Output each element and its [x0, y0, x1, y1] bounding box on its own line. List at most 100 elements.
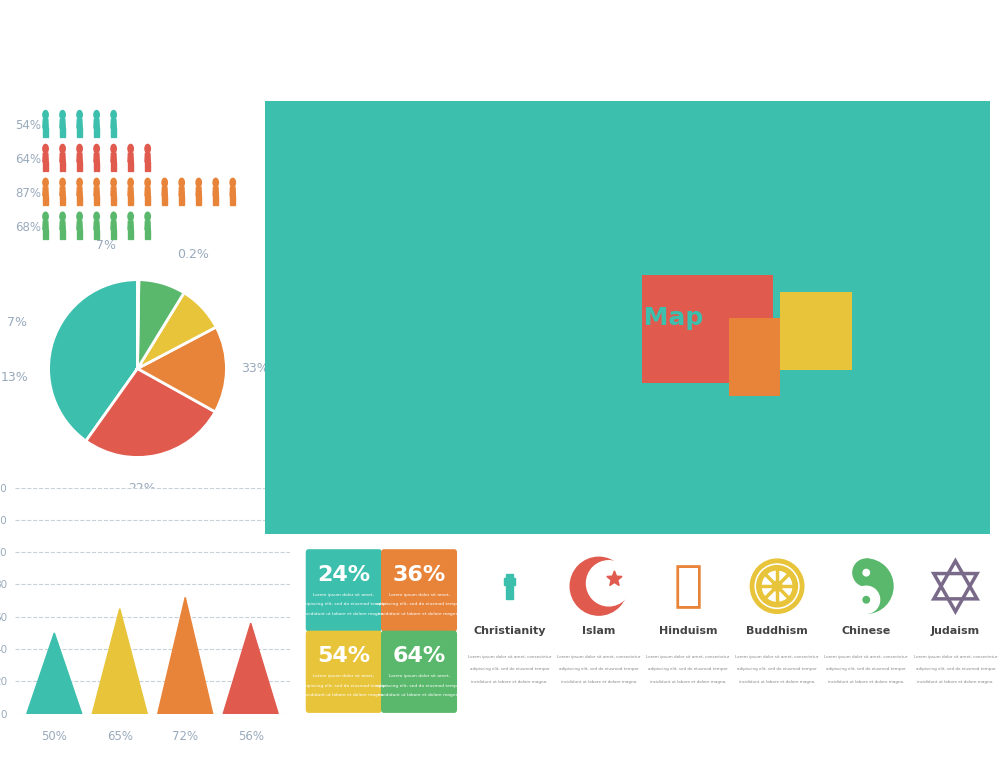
Polygon shape: [60, 187, 65, 196]
Polygon shape: [145, 187, 150, 196]
Polygon shape: [77, 128, 79, 137]
Polygon shape: [97, 230, 99, 239]
Text: ॐ: ॐ: [673, 562, 702, 610]
Polygon shape: [94, 187, 99, 196]
Polygon shape: [128, 222, 133, 230]
Polygon shape: [60, 128, 62, 137]
Circle shape: [43, 144, 48, 153]
Polygon shape: [46, 196, 48, 205]
Polygon shape: [128, 162, 130, 172]
Text: incididunt ut labore et dolore magna.: incididunt ut labore et dolore magna.: [650, 680, 726, 684]
Text: 54%: 54%: [15, 119, 41, 132]
Polygon shape: [148, 196, 150, 205]
Wedge shape: [866, 559, 893, 613]
Circle shape: [162, 179, 167, 187]
Text: Islam: Islam: [582, 626, 615, 636]
Text: adipiscing elit, sed do eiusmod tempor: adipiscing elit, sed do eiusmod tempor: [559, 668, 639, 672]
Text: Hinduism: Hinduism: [659, 626, 717, 636]
Text: 68%: 68%: [15, 221, 41, 234]
Polygon shape: [111, 154, 116, 162]
Polygon shape: [80, 230, 82, 239]
Polygon shape: [145, 196, 147, 205]
Text: adipiscing elit, sed do eiusmod tempor: adipiscing elit, sed do eiusmod tempor: [737, 668, 817, 672]
Text: Lorem ipsum dolor sit amet, consectetur: Lorem ipsum dolor sit amet, consectetur: [646, 654, 730, 659]
Circle shape: [570, 557, 627, 615]
FancyBboxPatch shape: [381, 631, 457, 713]
Polygon shape: [111, 162, 113, 172]
Text: adipiscing elit, sed do eiusmod tempor: adipiscing elit, sed do eiusmod tempor: [470, 668, 549, 672]
Text: adipiscing elit, sed do eiusmod tempor: adipiscing elit, sed do eiusmod tempor: [301, 602, 386, 606]
Circle shape: [840, 559, 893, 613]
Polygon shape: [60, 230, 62, 239]
Polygon shape: [60, 222, 65, 230]
Text: 65%: 65%: [107, 730, 133, 743]
Bar: [729, 317, 780, 395]
Polygon shape: [63, 162, 65, 172]
Circle shape: [111, 111, 116, 119]
Circle shape: [145, 212, 150, 221]
Circle shape: [77, 179, 82, 187]
Text: Lorem ipsum dolor sit amet,: Lorem ipsum dolor sit amet,: [389, 593, 450, 597]
Circle shape: [863, 597, 869, 603]
Circle shape: [43, 111, 48, 119]
Circle shape: [762, 571, 792, 601]
Polygon shape: [230, 187, 235, 196]
Polygon shape: [77, 162, 79, 172]
Polygon shape: [63, 196, 65, 205]
Circle shape: [853, 559, 880, 587]
Circle shape: [77, 111, 82, 119]
Text: VectorStock®: VectorStock®: [30, 750, 148, 765]
Text: 0.2%: 0.2%: [177, 248, 209, 261]
FancyBboxPatch shape: [306, 549, 382, 632]
Text: Lorem ipsum dolor sit amet, consectetur: Lorem ipsum dolor sit amet, consectetur: [557, 654, 640, 659]
Polygon shape: [196, 196, 199, 205]
Text: 24%: 24%: [317, 565, 370, 585]
Text: adipiscing elit, sed do eiusmod tempor: adipiscing elit, sed do eiusmod tempor: [826, 668, 906, 672]
Circle shape: [111, 144, 116, 153]
Text: adipiscing elit, sed do eiusmod tempor: adipiscing elit, sed do eiusmod tempor: [376, 684, 462, 688]
Circle shape: [60, 212, 65, 221]
Text: incididunt ut labore et dolore magna.: incididunt ut labore et dolore magna.: [303, 693, 384, 697]
Circle shape: [43, 179, 48, 187]
Polygon shape: [145, 222, 150, 230]
Polygon shape: [94, 128, 96, 137]
Text: adipiscing elit, sed do eiusmod tempor: adipiscing elit, sed do eiusmod tempor: [376, 602, 462, 606]
Circle shape: [111, 179, 116, 187]
Polygon shape: [43, 154, 48, 162]
Polygon shape: [128, 196, 130, 205]
Polygon shape: [43, 230, 45, 239]
Text: 33%: 33%: [241, 362, 269, 375]
Text: 87%: 87%: [15, 186, 41, 200]
Polygon shape: [111, 230, 113, 239]
Circle shape: [853, 587, 880, 613]
Circle shape: [586, 561, 631, 606]
Polygon shape: [114, 128, 116, 137]
Polygon shape: [145, 230, 147, 239]
Circle shape: [213, 179, 218, 187]
Polygon shape: [148, 162, 150, 172]
Polygon shape: [230, 196, 233, 205]
Circle shape: [230, 179, 235, 187]
Circle shape: [750, 559, 804, 613]
Polygon shape: [158, 597, 213, 714]
Wedge shape: [49, 280, 138, 441]
Polygon shape: [111, 119, 116, 128]
Polygon shape: [607, 571, 622, 586]
Bar: [506, 573, 513, 599]
Polygon shape: [128, 230, 130, 239]
Polygon shape: [94, 196, 96, 205]
Text: Lorem ipsum dolor sit amet, consectetur: Lorem ipsum dolor sit amet, consectetur: [824, 654, 908, 659]
Text: incididunt ut labore et dolore magna.: incididunt ut labore et dolore magna.: [303, 612, 384, 616]
Text: adipiscing elit, sed do eiusmod tempor: adipiscing elit, sed do eiusmod tempor: [916, 668, 995, 672]
Text: 64%: 64%: [15, 153, 41, 166]
Polygon shape: [43, 222, 48, 230]
Text: incididunt ut labore et dolore magna.: incididunt ut labore et dolore magna.: [739, 680, 815, 684]
Polygon shape: [97, 162, 99, 172]
Polygon shape: [128, 187, 133, 196]
Text: 36%: 36%: [392, 565, 446, 585]
Text: VectorStock.com/14745865: VectorStock.com/14745865: [778, 750, 970, 764]
Text: Lorem ipsum dolor sit amet,: Lorem ipsum dolor sit amet,: [313, 593, 374, 597]
Polygon shape: [77, 187, 82, 196]
Polygon shape: [131, 196, 133, 205]
Polygon shape: [94, 162, 96, 172]
